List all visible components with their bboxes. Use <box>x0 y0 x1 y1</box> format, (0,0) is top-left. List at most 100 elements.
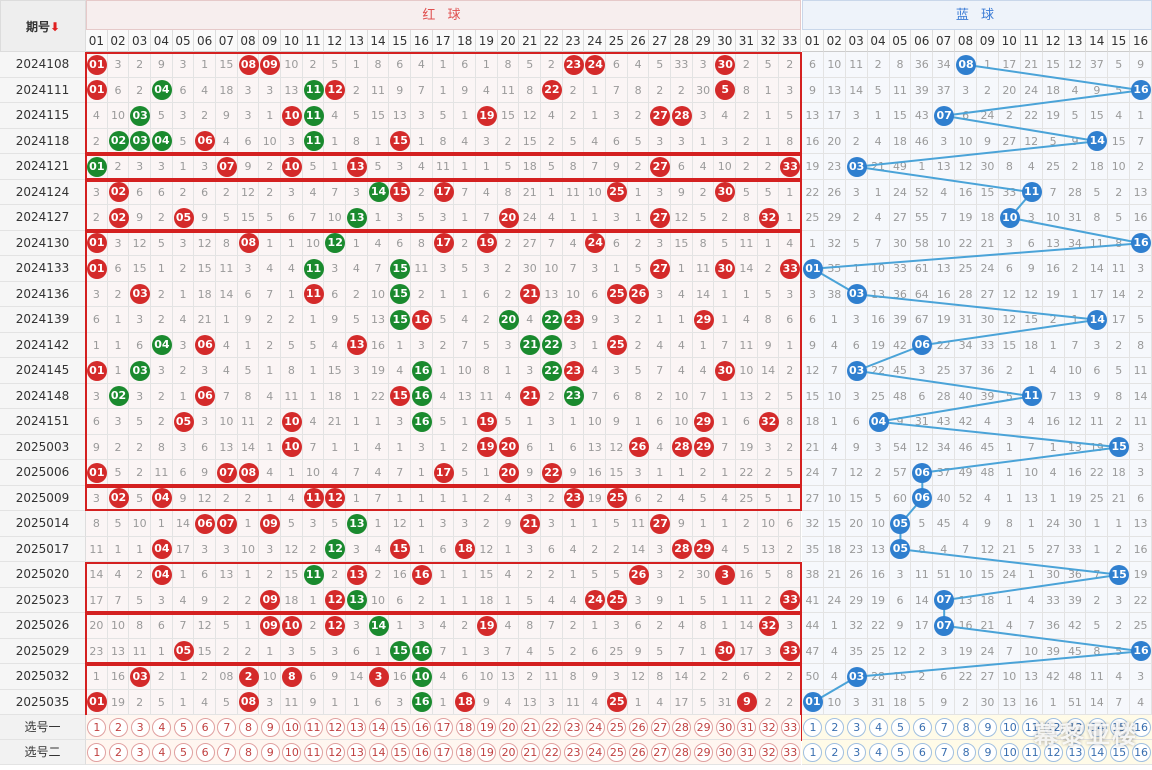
blue-miss-cell[interactable]: 11 <box>1086 230 1109 256</box>
red-miss-cell[interactable]: 1 <box>281 230 303 256</box>
red-pick-ball[interactable]: 22 <box>542 718 562 737</box>
red-miss-cell[interactable]: 6 <box>627 485 650 511</box>
red-miss-cell[interactable]: 8 <box>346 128 368 154</box>
red-miss-cell[interactable]: 11 <box>151 460 173 486</box>
red-miss-cell[interactable]: 4 <box>172 587 195 613</box>
blue-miss-cell[interactable]: 33 <box>977 332 999 358</box>
red-miss-cell[interactable]: 3 <box>324 256 347 282</box>
red-miss-cell[interactable]: 1 <box>432 434 455 460</box>
red-miss-cell[interactable]: 3 <box>757 434 780 460</box>
red-miss-cell[interactable]: 4 <box>216 332 238 358</box>
red-miss-cell[interactable]: 15 <box>237 205 260 231</box>
blue-miss-cell[interactable]: 2 <box>845 128 868 154</box>
red-miss-cell[interactable]: 3 <box>259 536 282 562</box>
red-number-header[interactable]: 28 <box>671 30 693 52</box>
blue-miss-cell[interactable]: 36 <box>977 358 999 384</box>
red-miss-cell[interactable]: 1 <box>259 103 282 129</box>
red-pick-ball[interactable]: 15 <box>390 718 410 737</box>
red-miss-cell[interactable]: 1 <box>389 434 412 460</box>
blue-miss-cell[interactable]: 4 <box>1130 689 1152 715</box>
red-miss-cell[interactable]: 2 <box>454 613 477 639</box>
red-miss-cell[interactable]: 13 <box>216 562 238 588</box>
blue-miss-cell[interactable]: 2 <box>867 460 890 486</box>
red-miss-cell[interactable]: 7 <box>346 460 368 486</box>
red-miss-cell[interactable]: 2 <box>259 332 282 358</box>
red-miss-cell[interactable]: 1 <box>497 587 520 613</box>
blue-miss-cell[interactable]: 5 <box>1108 205 1131 231</box>
red-miss-cell[interactable]: 1 <box>692 128 715 154</box>
red-miss-cell[interactable]: 4 <box>86 103 108 129</box>
blue-pick-ball[interactable]: 1 <box>803 718 823 737</box>
red-pick-ball[interactable]: 1 <box>87 743 107 762</box>
blue-miss-cell[interactable]: 32 <box>845 613 868 639</box>
blue-miss-cell[interactable]: 1 <box>1042 689 1065 715</box>
red-miss-cell[interactable]: 1 <box>562 562 585 588</box>
red-miss-cell[interactable]: 8 <box>129 613 151 639</box>
red-number-header[interactable]: 16 <box>411 30 433 52</box>
red-pick-ball[interactable]: 15 <box>390 743 410 762</box>
blue-miss-cell[interactable]: 13 <box>867 281 890 307</box>
blue-miss-cell[interactable]: 21 <box>998 536 1021 562</box>
red-miss-cell[interactable]: 6 <box>779 511 802 537</box>
blue-miss-cell[interactable]: 17 <box>1086 281 1109 307</box>
blue-miss-cell[interactable]: 7 <box>1130 128 1152 154</box>
red-miss-cell[interactable]: 3 <box>86 179 108 205</box>
blue-miss-cell[interactable]: 12 <box>911 434 934 460</box>
red-miss-cell[interactable]: 9 <box>324 664 347 690</box>
blue-miss-cell[interactable]: 37 <box>933 460 956 486</box>
red-miss-cell[interactable]: 2 <box>562 638 585 664</box>
red-miss-cell[interactable]: 2 <box>736 52 758 78</box>
red-miss-cell[interactable]: 5 <box>519 52 542 78</box>
blue-miss-cell[interactable]: 36 <box>1042 613 1065 639</box>
red-miss-cell[interactable]: 2 <box>736 511 758 537</box>
red-miss-cell[interactable]: 8 <box>281 358 303 384</box>
red-miss-cell[interactable]: 9 <box>671 511 693 537</box>
blue-number-header[interactable]: 13 <box>1064 30 1087 52</box>
red-miss-cell[interactable]: 6 <box>671 154 693 180</box>
red-miss-cell[interactable]: 6 <box>606 230 628 256</box>
blue-miss-cell[interactable]: 10 <box>1064 358 1087 384</box>
red-miss-cell[interactable]: 4 <box>497 613 520 639</box>
red-miss-cell[interactable]: 6 <box>194 562 216 588</box>
blue-miss-cell[interactable]: 4 <box>1108 664 1131 690</box>
red-miss-cell[interactable]: 15 <box>324 358 347 384</box>
red-miss-cell[interactable]: 2 <box>346 77 368 103</box>
blue-pick-ball[interactable]: 16 <box>1131 743 1151 762</box>
red-miss-cell[interactable]: 1 <box>627 205 650 231</box>
blue-miss-cell[interactable]: 42 <box>955 409 977 435</box>
red-miss-cell[interactable]: 2 <box>129 77 151 103</box>
red-miss-cell[interactable]: 5 <box>519 587 542 613</box>
red-miss-cell[interactable]: 8 <box>562 664 585 690</box>
blue-miss-cell[interactable]: 9 <box>1130 52 1152 78</box>
red-miss-cell[interactable]: 5 <box>281 511 303 537</box>
red-miss-cell[interactable]: 18 <box>281 587 303 613</box>
red-miss-cell[interactable]: 5 <box>736 179 758 205</box>
blue-miss-cell[interactable]: 14 <box>911 587 934 613</box>
red-miss-cell[interactable]: 5 <box>692 205 715 231</box>
red-miss-cell[interactable]: 1 <box>627 179 650 205</box>
red-miss-cell[interactable]: 1 <box>779 485 802 511</box>
red-miss-cell[interactable]: 6 <box>606 52 628 78</box>
red-miss-cell[interactable]: 5 <box>129 409 151 435</box>
blue-pick-ball[interactable]: 2 <box>825 718 845 737</box>
blue-miss-cell[interactable]: 18 <box>889 128 912 154</box>
blue-miss-cell[interactable]: 5 <box>911 689 934 715</box>
blue-miss-cell[interactable]: 5 <box>1042 128 1065 154</box>
red-miss-cell[interactable]: 6 <box>194 434 216 460</box>
red-miss-cell[interactable]: 1 <box>346 409 368 435</box>
blue-miss-cell[interactable]: 13 <box>1020 664 1043 690</box>
blue-miss-cell[interactable]: 12 <box>889 638 912 664</box>
red-miss-cell[interactable]: 6 <box>649 409 672 435</box>
red-pick-ball[interactable]: 25 <box>607 718 627 737</box>
red-miss-cell[interactable]: 8 <box>476 358 498 384</box>
blue-miss-cell[interactable]: 13 <box>1064 434 1087 460</box>
red-pick-ball[interactable]: 5 <box>174 718 193 737</box>
blue-miss-cell[interactable]: 3 <box>1130 256 1152 282</box>
red-miss-cell[interactable]: 27 <box>519 230 542 256</box>
red-miss-cell[interactable]: 3 <box>281 179 303 205</box>
red-miss-cell[interactable]: 4 <box>627 52 650 78</box>
red-miss-cell[interactable]: 2 <box>432 332 455 358</box>
red-number-header[interactable]: 13 <box>346 30 368 52</box>
red-miss-cell[interactable]: 1 <box>324 434 347 460</box>
red-miss-cell[interactable]: 8 <box>519 77 542 103</box>
